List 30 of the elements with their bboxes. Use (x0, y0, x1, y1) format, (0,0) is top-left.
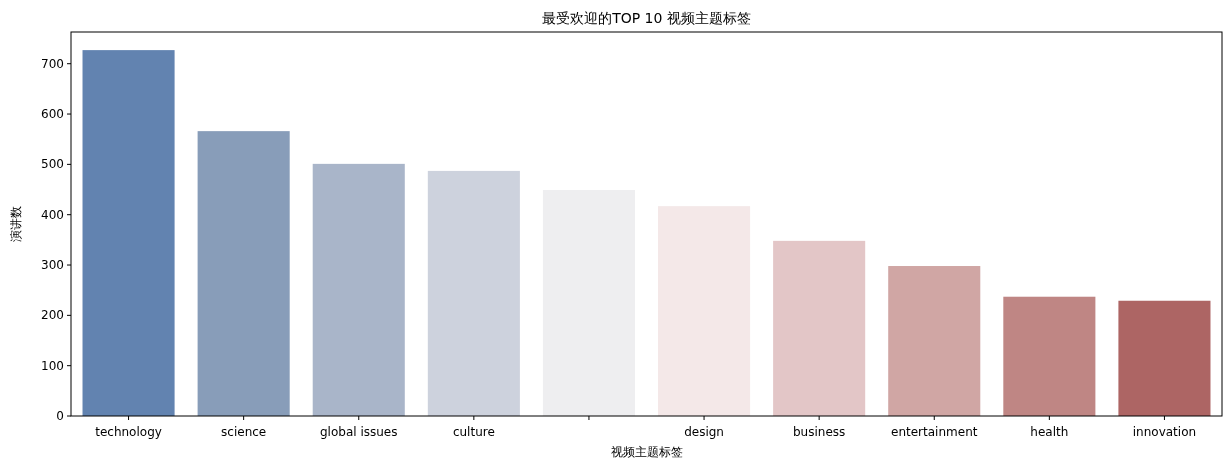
bar (197, 131, 290, 416)
x-tick-label: science (221, 425, 267, 439)
y-tick-label: 100 (41, 358, 64, 373)
bar (888, 266, 981, 416)
x-axis-title: 视频主题标签 (610, 445, 683, 459)
bar (658, 206, 751, 416)
y-axis-title: 演讲数 (9, 206, 23, 242)
bar (1003, 296, 1096, 416)
x-tick-label: innovation (1132, 425, 1197, 439)
y-tick-label: 200 (41, 308, 64, 323)
y-tick-label: 700 (41, 56, 64, 71)
bar (773, 240, 866, 416)
x-tick-label: global issues (320, 425, 398, 439)
x-tick-label: design (684, 425, 724, 439)
x-tick-label: culture (452, 425, 495, 439)
y-tick-label: 600 (41, 107, 64, 122)
bar (82, 50, 175, 416)
y-tick-label: 0 (56, 409, 64, 423)
bar (542, 190, 635, 416)
y-tick-label: 400 (41, 207, 64, 222)
bar (1118, 300, 1211, 416)
y-tick-label: 300 (41, 258, 64, 273)
x-tick-label: entertainment (891, 425, 978, 439)
bar (312, 163, 405, 416)
y-tick-label: 500 (41, 157, 64, 172)
x-tick-label: health (1030, 425, 1069, 439)
chart-title: 最受欢迎的TOP 10 视频主题标签 (542, 10, 751, 26)
bar (427, 170, 520, 416)
x-tick-label: technology (95, 425, 162, 439)
x-tick-label: business (792, 425, 846, 439)
